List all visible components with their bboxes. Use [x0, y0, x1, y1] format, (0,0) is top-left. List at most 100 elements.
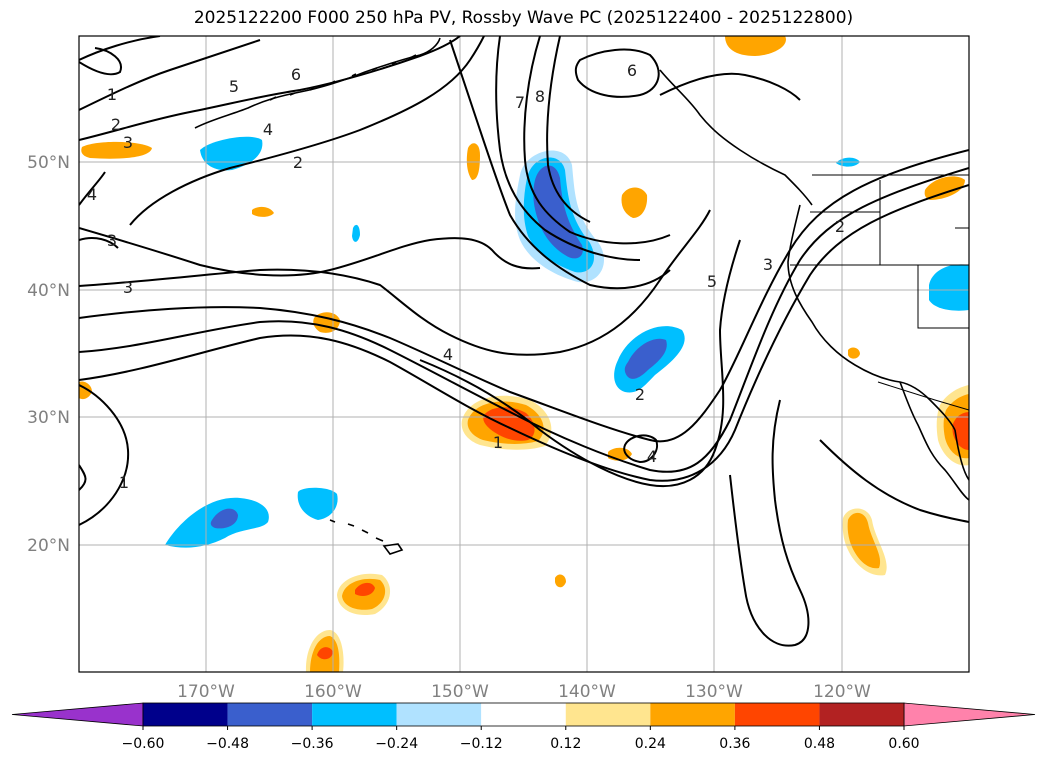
lon-labels: 170°W 160°W 150°W 140°W 130°W 120°W	[177, 682, 871, 702]
contour-label: 6	[291, 65, 301, 84]
pv-contour	[79, 36, 461, 141]
pc-negative-ne-pac-core	[624, 338, 667, 379]
pv-contour	[659, 72, 801, 101]
colorbar-segment	[227, 703, 313, 726]
pv-contour	[79, 171, 106, 206]
colorbar-tick-label: −0.12	[460, 736, 503, 752]
contour-label: 3	[123, 278, 133, 297]
colorbar-segment	[481, 703, 566, 726]
contour-label: 7	[515, 93, 525, 112]
contour-label: 5	[229, 77, 239, 96]
pv-contour	[79, 464, 87, 491]
pv-contour	[79, 167, 969, 473]
lat-label: 50°N	[27, 153, 70, 173]
pc-positive-mid-8	[555, 574, 566, 588]
lat-label: 20°N	[27, 536, 70, 556]
pv-contour	[729, 399, 810, 647]
pv-contour	[129, 36, 485, 226]
contour-label: 5	[707, 272, 717, 291]
chart-title: 2025122200 F000 250 hPa PV, Rossby Wave …	[193, 8, 854, 28]
pv-contour	[79, 36, 161, 61]
pv-contour	[819, 439, 969, 523]
pv-contour	[495, 36, 641, 261]
coastline-mexico	[954, 429, 969, 481]
pv-contour	[79, 149, 969, 443]
lat-label: 40°N	[27, 281, 70, 301]
contour-label: 1	[107, 85, 117, 104]
pc-positive-south-core	[355, 582, 375, 596]
pc-positive-bottom-core	[317, 647, 333, 660]
pc-positive-ak	[725, 36, 786, 56]
colorbar-tick-label: 0.60	[888, 736, 919, 752]
coastline-bc-panhandle	[659, 69, 813, 206]
colorbar-tick-label: −0.60	[122, 736, 165, 752]
map-frame	[78, 35, 970, 673]
contour-label: 4	[443, 345, 453, 364]
pv-contour	[449, 39, 671, 290]
colorbar-tick-label: 0.48	[804, 736, 835, 752]
contour-label: 2	[111, 115, 121, 134]
contour-label: 3	[123, 133, 133, 152]
contour-label: 6	[627, 61, 637, 80]
contour-label: 8	[535, 87, 545, 106]
contour-label: 3	[763, 255, 773, 274]
lon-label: 160°W	[304, 682, 362, 702]
contour-labels: 1 2 3 4 5 6 7 8 2 3 4 5 1 4 1 4 2 3 6 3 …	[87, 61, 845, 492]
contour-label: 4	[263, 120, 273, 139]
pc-positive-mid-4	[252, 206, 274, 217]
border-states-3	[917, 265, 969, 329]
border-us-mexico	[877, 381, 969, 411]
lat-labels: 50°N 40°N 30°N 20°N	[27, 153, 70, 556]
pc-negative-subtropic-core	[210, 508, 238, 529]
pc-positive-mid-1	[621, 187, 648, 218]
contour-label: 2	[293, 153, 303, 172]
colorbar-frame	[142, 702, 905, 727]
pc-negative-gulf-core	[533, 165, 583, 259]
colorbar-segment	[819, 703, 904, 726]
coastline-baja	[899, 381, 969, 501]
colorbar-tick-label: −0.48	[206, 736, 249, 752]
contour-label: 2	[635, 385, 645, 404]
colorbar-tick-label: −0.36	[291, 736, 334, 752]
lat-label: 30°N	[27, 408, 70, 428]
pv-contour	[523, 36, 671, 245]
contour-label: 4	[87, 185, 97, 204]
lon-label: 170°W	[177, 682, 235, 702]
pv-contour	[419, 239, 741, 487]
pv-contours	[79, 36, 969, 647]
colorbar-tick-label: 0.24	[635, 736, 666, 752]
lon-label: 150°W	[431, 682, 489, 702]
lon-label: 130°W	[685, 682, 743, 702]
pv-contour	[546, 36, 591, 223]
colorbar-extend-min	[11, 702, 144, 727]
pv-contour	[623, 434, 658, 464]
colorbar-segment	[565, 703, 651, 726]
colorbar-segment	[650, 703, 735, 726]
lon-label: 140°W	[558, 682, 616, 702]
coastline-hawaii	[329, 519, 404, 555]
pc-negative-west-us	[929, 264, 969, 311]
contour-label: 1	[493, 433, 503, 452]
lon-label: 120°W	[813, 682, 871, 702]
pv-contour	[79, 209, 711, 356]
colorbar-tick-label: 0.12	[550, 736, 581, 752]
pc-negative-hawaii-n	[297, 487, 338, 520]
contour-label: 1	[119, 473, 129, 492]
contour-label: 3	[107, 231, 117, 250]
colorbar: −0.60 −0.48 −0.36 −0.24 −0.12 0.12 0.24 0.36 0.4…	[11, 702, 1036, 752]
pv-contour	[79, 227, 541, 277]
pc-positive-west	[81, 141, 152, 159]
colorbar-tick-label: 0.36	[719, 736, 750, 752]
coastline-west-us	[787, 204, 956, 431]
pv-contour	[79, 47, 122, 76]
pv-contour	[79, 39, 261, 111]
pv-contour	[79, 384, 130, 526]
pc-positive-mid-7	[848, 347, 860, 359]
pv-contour	[574, 48, 660, 98]
colorbar-segment	[396, 703, 482, 726]
contour-label: 4	[647, 447, 657, 466]
colorbar-segment	[312, 703, 397, 726]
contour-label: 2	[835, 217, 845, 236]
pc-positive-mexico-mid	[847, 512, 881, 569]
